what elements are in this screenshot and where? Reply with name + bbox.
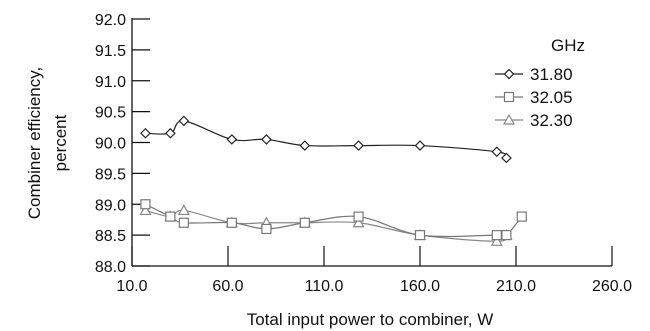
- data-point: [139, 204, 152, 216]
- data-point: [178, 115, 190, 127]
- y-tick-label: 91.0: [95, 74, 126, 91]
- data-point: [516, 211, 527, 222]
- y-axis-label: Combiner efficiency, percent: [25, 67, 70, 219]
- series-line: [145, 209, 508, 242]
- series-32-30: [139, 204, 513, 246]
- data-point: [491, 230, 502, 241]
- x-tick-label: 160.0: [400, 278, 440, 295]
- y-tick-label: 90.0: [95, 136, 126, 153]
- series-layer: [139, 115, 527, 246]
- legend-item: 32.30: [495, 111, 573, 130]
- data-point: [491, 146, 503, 158]
- data-point: [299, 140, 311, 151]
- data-point: [352, 216, 365, 228]
- x-tick-label: 110.0: [305, 278, 344, 295]
- y-tick-label: 89.5: [95, 166, 126, 183]
- y-tick-label: 91.5: [95, 43, 126, 60]
- y-tick-label: 92.0: [95, 12, 126, 29]
- legend-item: 31.80: [495, 65, 573, 84]
- legend-marker: [502, 113, 516, 125]
- data-point: [501, 230, 512, 241]
- data-point: [261, 134, 272, 145]
- data-point: [353, 140, 364, 151]
- legend-label: 32.05: [530, 88, 573, 107]
- series-32-05: [140, 199, 527, 241]
- data-point: [414, 230, 426, 241]
- x-axis-label: Total input power to combiner, W: [247, 310, 494, 329]
- x-tick-label: 260.0: [592, 278, 632, 295]
- x-tick-label: 10.0: [116, 278, 147, 295]
- y-tick-label: 89.0: [95, 197, 126, 214]
- y-axis-label-line: percent: [51, 114, 70, 171]
- data-point: [140, 199, 151, 210]
- data-point: [353, 211, 364, 222]
- x-tick-label: 210.0: [496, 278, 536, 295]
- series-31-80: [140, 115, 512, 164]
- data-point: [177, 204, 190, 216]
- data-point: [501, 152, 512, 164]
- data-point: [226, 134, 238, 145]
- y-tick-label: 88.5: [95, 228, 126, 245]
- axes: 88.0 88.5 89.0 89.5 90.0 90.5 91.0 91.5 92.0 10.0…: [25, 12, 632, 329]
- y-axis-label-line: Combiner efficiency,: [25, 67, 44, 219]
- y-tick-label: 88.0: [95, 259, 126, 276]
- legend-item: 32.05: [495, 88, 573, 107]
- data-point: [165, 211, 176, 222]
- data-point: [226, 217, 237, 228]
- legend-marker: [503, 91, 515, 103]
- data-point: [261, 223, 272, 235]
- legend-label: 31.80: [530, 65, 573, 84]
- legend-title: GHz: [551, 36, 585, 55]
- data-point: [414, 140, 426, 151]
- legend-marker: [503, 68, 515, 80]
- data-point: [140, 127, 151, 139]
- legend: GHz 31.80 32.05 32.30: [495, 36, 585, 130]
- data-point: [178, 217, 189, 228]
- x-tick-label: 60.0: [212, 278, 243, 295]
- legend-label: 32.30: [530, 111, 573, 130]
- data-point: [299, 217, 310, 228]
- series-line: [145, 203, 523, 238]
- y-tick-label: 90.5: [95, 105, 126, 122]
- data-point: [490, 235, 503, 246]
- data-point: [165, 127, 176, 139]
- series-line: [145, 120, 508, 159]
